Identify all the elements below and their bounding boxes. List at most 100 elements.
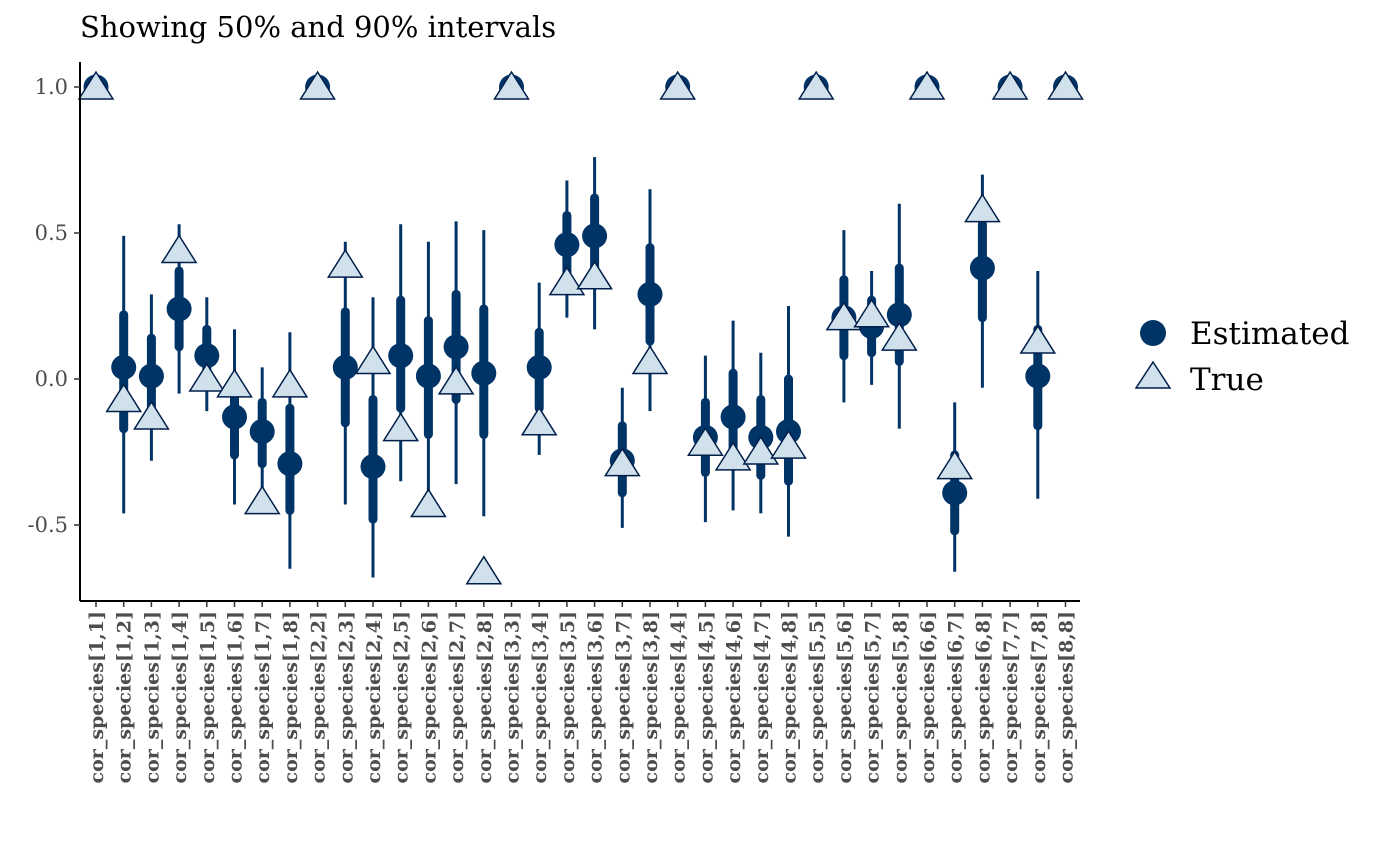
legend-estimated-icon xyxy=(1140,320,1166,346)
true-marker xyxy=(936,450,974,480)
x-tick-label: cor_species[3,7] xyxy=(612,611,634,783)
true-marker xyxy=(326,248,364,278)
true-marker xyxy=(659,70,697,100)
estimated-point xyxy=(138,363,164,389)
x-tick-label: cor_species[2,5] xyxy=(391,611,413,783)
x-tick-label: cor_species[1,1] xyxy=(86,611,108,783)
y-tick-label: -0.5 xyxy=(28,513,69,537)
true-marker xyxy=(908,70,946,100)
true-marker xyxy=(770,429,807,459)
estimated-point xyxy=(332,354,358,380)
x-tick-label: cor_species[2,4] xyxy=(363,611,385,783)
estimated-point xyxy=(554,232,580,258)
legend-true-icon xyxy=(1134,360,1172,389)
true-marker-layer xyxy=(77,70,1084,585)
x-tick-label: cor_species[1,2] xyxy=(114,611,136,783)
true-marker xyxy=(797,70,835,100)
true-marker xyxy=(548,266,586,296)
true-marker xyxy=(964,193,1001,223)
x-tick-label: cor_species[4,4] xyxy=(668,611,690,783)
x-tick-label: cor_species[7,7] xyxy=(1000,611,1022,783)
true-marker xyxy=(493,70,530,100)
x-tick-label: cor_species[1,4] xyxy=(169,611,191,783)
x-tick-label: cor_species[4,8] xyxy=(779,611,801,783)
true-marker xyxy=(825,301,863,331)
estimated-point xyxy=(443,334,469,360)
interval-layer xyxy=(83,74,1078,578)
estimated-point xyxy=(637,281,663,307)
x-tick-label: cor_species[7,8] xyxy=(1028,611,1050,783)
x-tick-label: cor_species[3,8] xyxy=(640,611,662,783)
x-tick-label: cor_species[3,5] xyxy=(557,611,579,783)
estimated-point xyxy=(526,354,552,380)
estimated-point xyxy=(222,404,247,430)
estimated-point xyxy=(969,255,995,281)
estimated-point xyxy=(277,451,303,477)
true-marker xyxy=(243,485,281,515)
true-marker xyxy=(742,435,780,465)
true-marker xyxy=(603,447,641,477)
x-tick-label: cor_species[3,3] xyxy=(502,611,524,783)
x-tick-label: cor_species[1,3] xyxy=(141,611,163,783)
true-marker xyxy=(299,70,336,100)
true-marker xyxy=(382,412,420,442)
x-tick-label: cor_species[2,2] xyxy=(308,611,330,783)
estimated-point xyxy=(249,419,275,445)
estimated-point xyxy=(1025,363,1051,389)
estimated-point xyxy=(942,480,968,506)
x-tick-label: cor_species[5,5] xyxy=(806,611,828,783)
true-marker xyxy=(576,260,613,290)
true-marker xyxy=(437,365,475,395)
y-tick-label: 0.0 xyxy=(35,367,68,391)
true-marker xyxy=(271,368,309,398)
true-marker xyxy=(520,406,558,436)
chart-title: Showing 50% and 90% intervals xyxy=(80,10,556,44)
true-marker xyxy=(1019,324,1057,354)
x-tick-label: cor_species[1,5] xyxy=(197,611,219,783)
true-marker xyxy=(105,383,143,413)
estimated-point xyxy=(582,223,608,249)
x-tick-label: cor_species[2,7] xyxy=(446,611,468,783)
true-marker xyxy=(465,555,503,585)
estimated-point xyxy=(360,454,386,480)
estimated-point xyxy=(720,404,746,430)
y-tick-label: 1.0 xyxy=(35,75,68,99)
true-marker xyxy=(714,441,752,471)
x-tick-label: cor_species[3,4] xyxy=(529,611,551,783)
estimated-point xyxy=(471,360,497,386)
x-tick-label: cor_species[3,6] xyxy=(585,611,607,783)
true-marker xyxy=(1047,70,1084,100)
true-marker xyxy=(77,70,115,100)
true-marker xyxy=(631,345,669,375)
estimated-point xyxy=(194,343,220,369)
axes: 1.0 0.5 0.0 -0.5 cor_species[1,1] cor_species… xyxy=(28,62,1080,783)
x-tick-label: cor_species[4,7] xyxy=(751,611,773,783)
x-tick-label: cor_species[4,6] xyxy=(723,611,745,783)
estimated-point xyxy=(111,354,137,380)
true-marker xyxy=(687,426,724,456)
true-marker xyxy=(880,321,918,351)
x-tick-label: cor_species[5,8] xyxy=(889,611,911,783)
true-marker xyxy=(991,70,1029,100)
legend-estimated-label: Estimated xyxy=(1190,316,1349,352)
x-tick-label: cor_species[5,6] xyxy=(834,611,856,783)
true-marker xyxy=(853,298,890,328)
x-tick-label: cor_species[4,5] xyxy=(695,611,717,783)
estimated-point xyxy=(415,363,441,389)
x-tick-label: cor_species[5,7] xyxy=(862,611,884,783)
true-marker xyxy=(410,488,447,518)
x-tick-label: cor_species[6,8] xyxy=(972,611,994,783)
estimated-point xyxy=(388,343,414,369)
legend: Estimated True xyxy=(1134,316,1349,398)
y-tick-label: 0.5 xyxy=(35,221,68,245)
true-marker xyxy=(216,368,253,398)
estimated-point xyxy=(886,302,912,328)
x-tick-label: cor_species[6,6] xyxy=(917,611,939,783)
x-tick-label: cor_species[2,6] xyxy=(418,611,440,783)
x-tick-label: cor_species[8,8] xyxy=(1056,611,1078,783)
legend-true-label: True xyxy=(1190,362,1264,398)
true-marker xyxy=(188,362,226,392)
true-marker xyxy=(354,345,392,375)
x-tick-label: cor_species[2,8] xyxy=(474,611,496,783)
